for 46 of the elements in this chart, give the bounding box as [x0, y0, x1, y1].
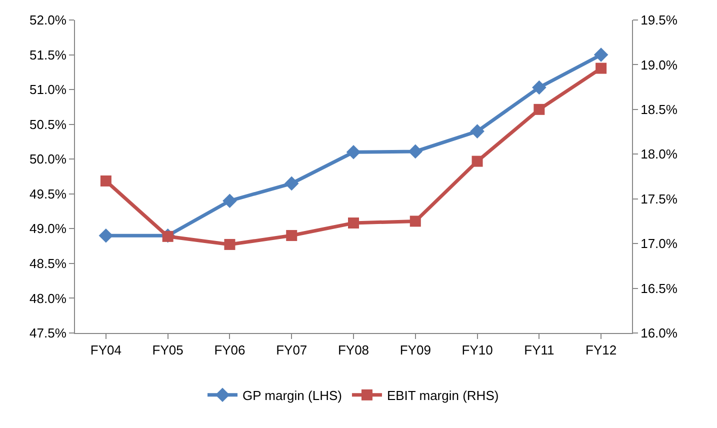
point — [408, 144, 423, 159]
x-tick-label: FY09 — [400, 342, 431, 358]
y-tick-label: 49.0% — [30, 221, 67, 236]
x-tick-label: FY10 — [462, 342, 493, 358]
point — [472, 156, 483, 167]
x-tick-label: FY11 — [524, 342, 554, 358]
point — [100, 175, 112, 186]
y2-tick-label: 19.0% — [640, 57, 678, 72]
x-tick-label: FY05 — [152, 342, 184, 358]
point — [346, 145, 361, 160]
y-tick-label: 48.5% — [30, 256, 67, 271]
legend-label: EBIT margin (RHS) — [386, 388, 499, 403]
y2-tick-label: 16.0% — [640, 326, 678, 341]
point — [162, 230, 174, 242]
y2-tick-label: 18.5% — [640, 102, 678, 117]
x-tick-label: FY08 — [338, 342, 370, 358]
y-tick-label: 52.0% — [30, 12, 67, 28]
point — [224, 238, 236, 250]
y-tick-label: 51.5% — [30, 47, 67, 62]
y-tick-label: 50.5% — [30, 116, 67, 132]
x-tick-label: FY12 — [586, 342, 617, 358]
point — [348, 218, 359, 228]
y-tick-label: 48.0% — [30, 290, 67, 306]
y-tick-label: 47.5% — [30, 326, 67, 341]
y-tick-label: 50.0% — [30, 152, 67, 167]
y-tick-label: 51.0% — [30, 82, 67, 98]
point — [596, 62, 607, 74]
x-tick-label: FY06 — [214, 342, 246, 358]
point — [98, 228, 114, 243]
y2-tick-label: 19.5% — [640, 12, 678, 28]
point — [532, 80, 546, 95]
x-tick-label: FY07 — [276, 342, 308, 358]
point — [284, 176, 299, 191]
point — [594, 48, 608, 62]
point — [222, 194, 237, 208]
point — [534, 104, 545, 115]
y-tick-label: 49.5% — [30, 186, 67, 202]
point — [470, 124, 484, 138]
point — [410, 216, 421, 227]
y2-tick-label: 18.0% — [640, 146, 678, 162]
y2-tick-label: 17.0% — [640, 236, 678, 252]
y2-tick-label: 16.5% — [640, 280, 678, 296]
x-tick-label: FY04 — [90, 342, 122, 358]
legend-label: GP margin (LHS) — [242, 388, 342, 403]
point — [286, 230, 298, 242]
y2-tick-label: 17.5% — [640, 191, 678, 206]
